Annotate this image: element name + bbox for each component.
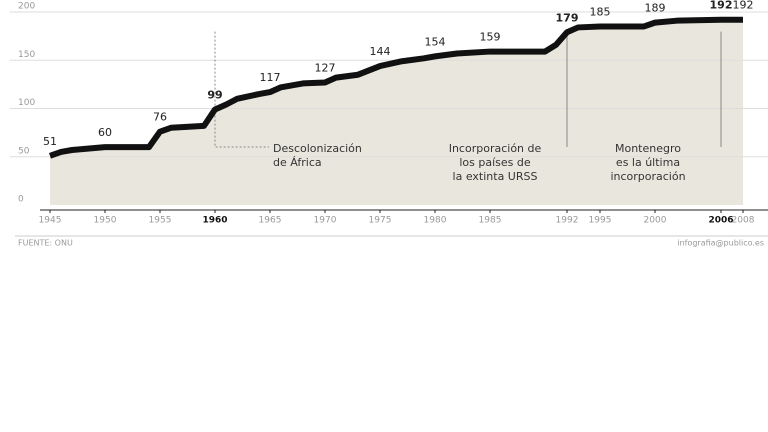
- x-tick-label: 1980: [424, 216, 447, 226]
- x-tick-label: 1970: [314, 216, 337, 226]
- area: [50, 19, 743, 205]
- x-tick-label: 1975: [369, 216, 392, 226]
- annotation-text: Incorporación de: [449, 142, 542, 155]
- value-label: 159: [480, 31, 501, 44]
- value-label: 154: [425, 35, 446, 48]
- value-label: 192: [710, 0, 733, 12]
- value-label: 185: [590, 5, 611, 18]
- y-tick-label: 50: [18, 146, 30, 156]
- x-tick-label: 2006: [708, 216, 733, 226]
- value-label: 144: [370, 45, 391, 58]
- x-tick-label: 1950: [94, 216, 117, 226]
- credit: infografia@publico.es: [677, 239, 764, 248]
- value-label: 99: [207, 88, 222, 101]
- value-label: 179: [556, 11, 579, 24]
- annotation-text: incorporación: [610, 170, 685, 183]
- x-tick-label: 1985: [479, 216, 502, 226]
- source: FUENTE: ONU: [18, 239, 73, 248]
- x-tick-label: 1945: [39, 216, 62, 226]
- y-tick-label: 0: [18, 195, 24, 205]
- x-tick-label: 2008: [732, 216, 755, 226]
- annotation-text: es la última: [616, 156, 680, 169]
- value-label: 76: [153, 111, 167, 124]
- value-label: 189: [645, 2, 666, 15]
- line: [49, 16, 743, 159]
- x-tick-label: 1960: [202, 216, 227, 226]
- annotation-text: la extinta URSS: [453, 170, 538, 183]
- x-tick-label: 1995: [589, 216, 612, 226]
- x-tick-label: 1992: [556, 216, 579, 226]
- value-label: 127: [315, 61, 336, 74]
- x-tick-label: 1955: [149, 216, 172, 226]
- annotation-text: de África: [273, 156, 322, 169]
- value-label: 51: [43, 135, 57, 148]
- x-tick-label: 2000: [644, 216, 667, 226]
- value-label: 192: [733, 0, 754, 12]
- value-label: 60: [98, 126, 112, 139]
- y-tick-label: 200: [18, 2, 35, 12]
- y-tick-label: 100: [18, 98, 35, 108]
- x-tick-label: 1965: [259, 216, 282, 226]
- annotation-text: Montenegro: [615, 142, 681, 155]
- value-label: 117: [260, 71, 281, 84]
- annotation-text: Descolonización: [273, 142, 362, 155]
- annotation-text: los países de: [459, 156, 531, 169]
- y-tick-label: 150: [18, 50, 35, 60]
